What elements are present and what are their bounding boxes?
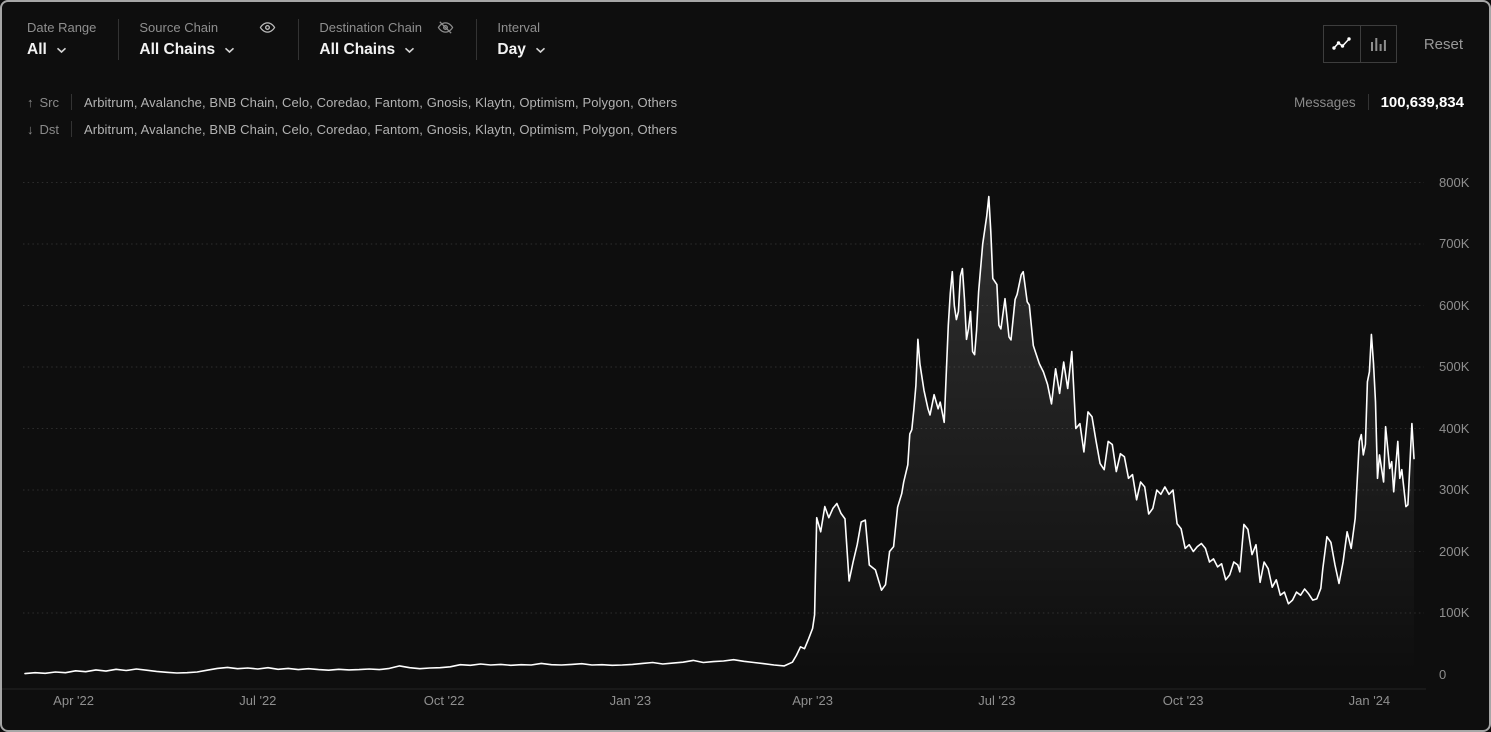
y-axis-tick: 400K: [1439, 420, 1470, 436]
messages-label: Messages: [1294, 94, 1356, 110]
x-axis-tick: Oct '23: [1162, 693, 1204, 708]
x-axis-tick: Apr '22: [53, 693, 94, 708]
src-tag: Src: [39, 94, 60, 110]
chart-plot-area[interactable]: [2, 162, 1489, 730]
interval-dropdown[interactable]: Day: [497, 40, 545, 60]
y-axis-tick: 700K: [1439, 236, 1470, 251]
src-chain-list: Arbitrum, Avalanche, BNB Chain, Celo, Co…: [84, 94, 678, 110]
filter-interval: Interval Day: [497, 19, 567, 60]
reset-button[interactable]: Reset: [1423, 35, 1463, 53]
destination-chain-dropdown[interactable]: All Chains: [319, 40, 454, 60]
interval-label: Interval: [497, 20, 541, 35]
source-chain-label: Source Chain: [139, 20, 219, 35]
dst-tag: Dst: [39, 121, 60, 137]
chart-type-toggle: [1322, 25, 1397, 63]
line-chart-icon[interactable]: [1324, 26, 1360, 62]
toolbar-right: Reset: [1322, 25, 1463, 63]
y-axis-tick: 100K: [1439, 605, 1470, 620]
chevron-down-icon: [535, 47, 545, 53]
filter-toolbar: Date Range All Source Chain All Chains: [2, 2, 1489, 68]
chevron-down-icon: [225, 47, 235, 53]
source-chains-row: ↑ Src Arbitrum, Avalanche, BNB Chain, Ce…: [2, 93, 1489, 111]
y-axis-tick: 600K: [1439, 297, 1470, 313]
messages-total: Messages 100,639,834: [1294, 94, 1464, 111]
x-axis-tick: Jan '23: [609, 693, 652, 708]
filter-source-chain: Source Chain All Chains: [139, 19, 300, 60]
eye-icon[interactable]: [259, 19, 276, 36]
x-axis-tick: Jul '23: [978, 693, 1016, 708]
x-axis-tick: Oct '22: [423, 693, 465, 708]
date-range-label: Date Range: [27, 20, 97, 35]
down-arrow-icon: ↓: [27, 121, 34, 137]
chevron-down-icon: [405, 47, 415, 53]
y-axis-tick: 200K: [1439, 543, 1470, 559]
chevron-down-icon: [56, 47, 66, 53]
messages-time-series-chart: 0 100K 200K 300K 400K 500K 600K 700K 800K Apr '22…: [2, 162, 1489, 730]
destination-chain-label: Destination Chain: [319, 20, 423, 35]
y-axis-tick: 500K: [1439, 359, 1470, 374]
divider: [1367, 94, 1369, 110]
date-range-dropdown[interactable]: All: [27, 40, 96, 60]
y-axis-tick: 0: [1439, 666, 1447, 682]
x-axis-tick: Jan '24: [1348, 693, 1391, 708]
y-axis-tick: 300K: [1439, 482, 1470, 497]
divider: [71, 94, 72, 110]
filter-destination-chain: Destination Chain All Chains: [319, 19, 478, 60]
source-chain-value: All Chains: [139, 41, 216, 58]
filter-date-range: Date Range All: [27, 19, 120, 60]
y-axis-tick: 800K: [1439, 174, 1470, 190]
eye-off-icon[interactable]: [437, 19, 454, 36]
up-arrow-icon: ↑: [27, 94, 34, 110]
interval-value: Day: [497, 41, 526, 58]
bar-chart-icon[interactable]: [1359, 26, 1396, 62]
x-axis-tick: Jul '22: [239, 693, 277, 708]
destination-chain-value: All Chains: [319, 41, 396, 58]
divider: [71, 121, 72, 137]
x-axis-tick: Apr '23: [792, 693, 833, 708]
source-chain-dropdown[interactable]: All Chains: [139, 40, 276, 60]
date-range-value: All: [27, 41, 47, 58]
messages-value: 100,639,834: [1380, 93, 1464, 111]
dst-chain-list: Arbitrum, Avalanche, BNB Chain, Celo, Co…: [84, 121, 678, 137]
destination-chains-row: ↓ Dst Arbitrum, Avalanche, BNB Chain, Ce…: [2, 120, 1489, 138]
